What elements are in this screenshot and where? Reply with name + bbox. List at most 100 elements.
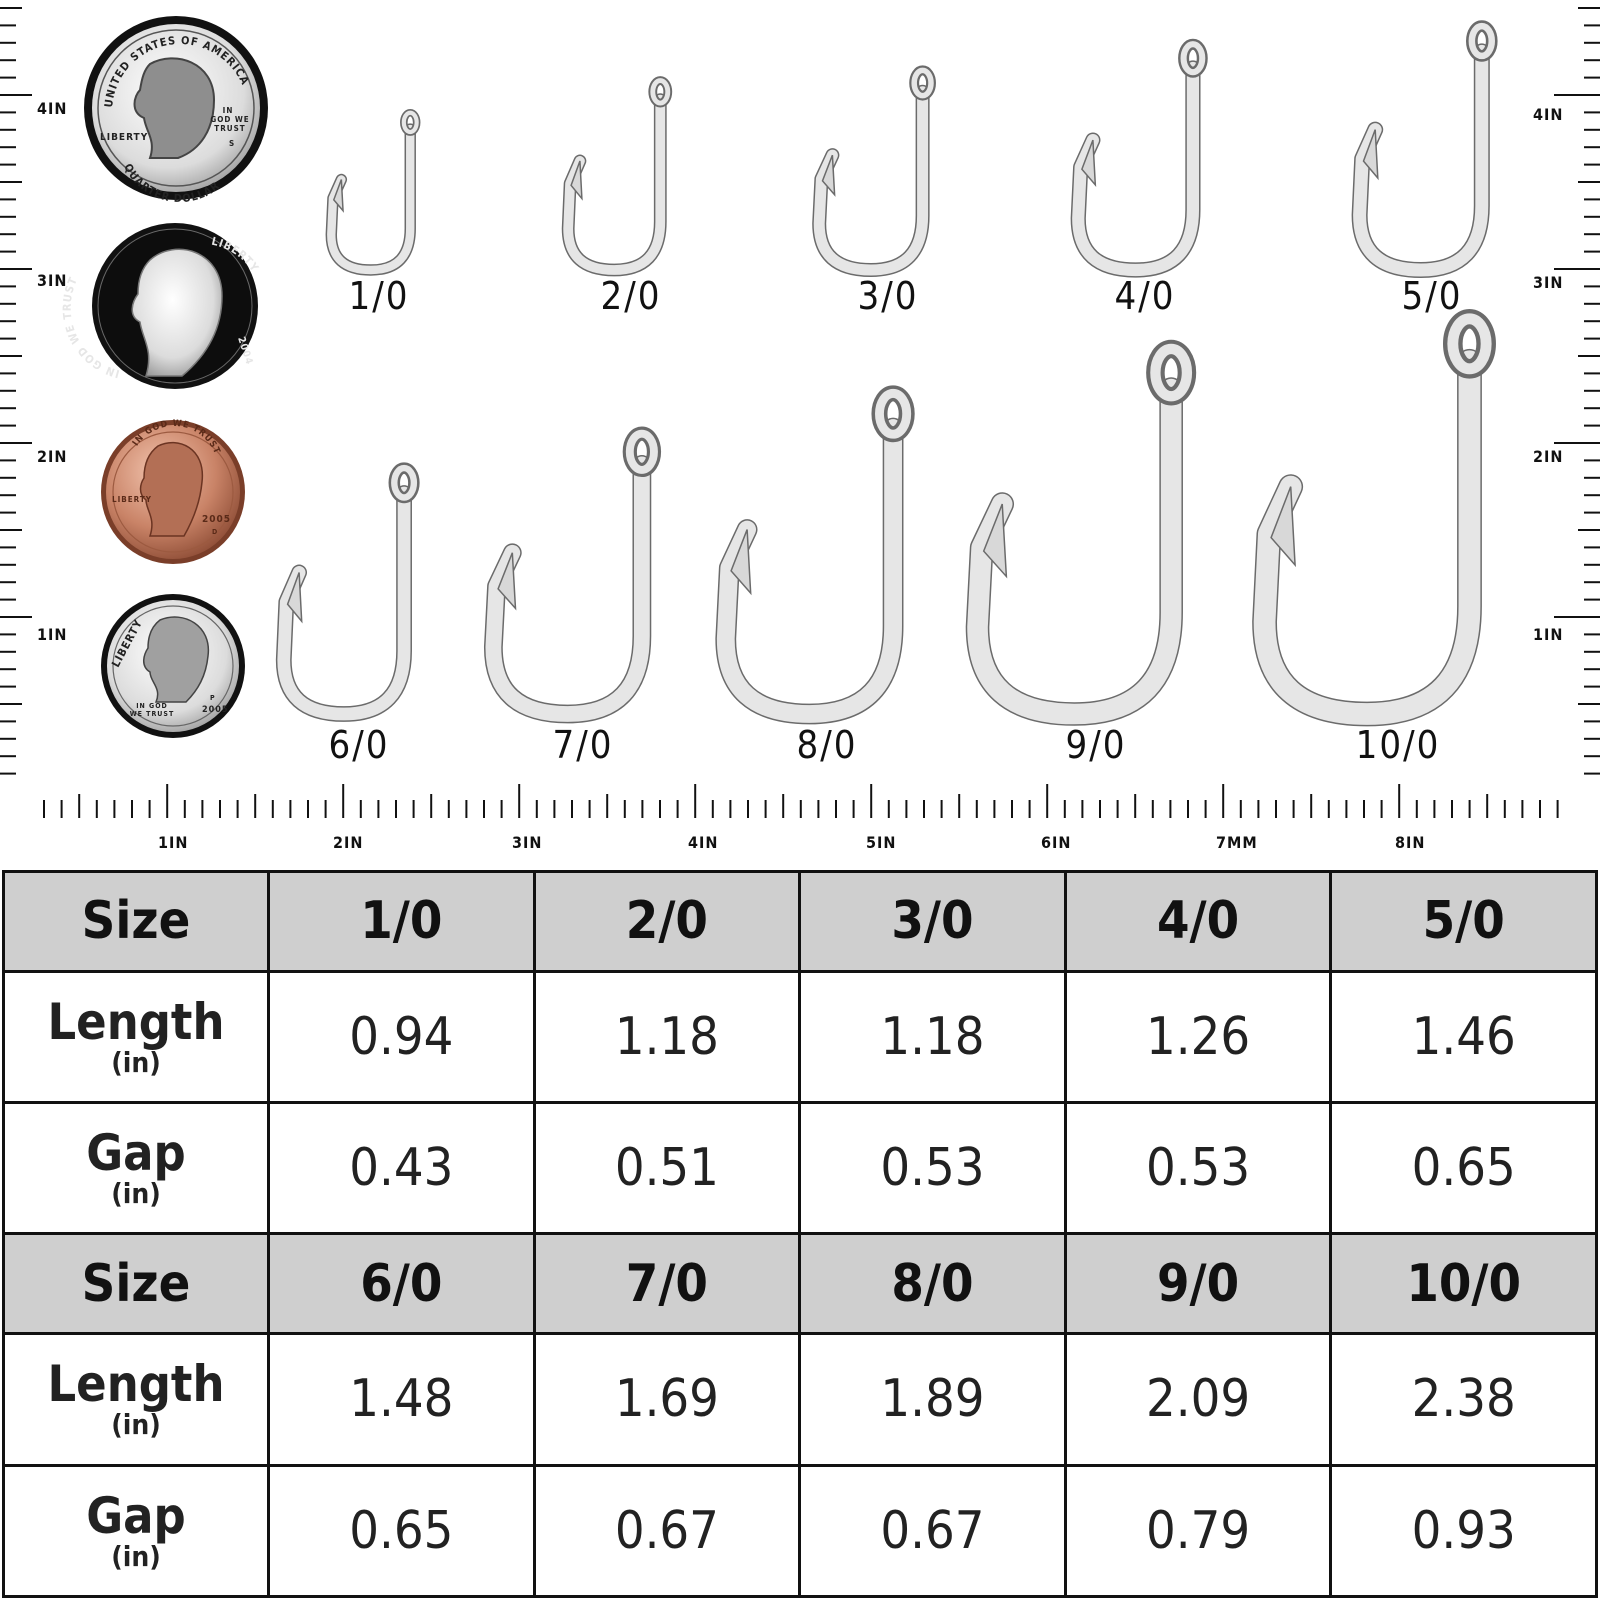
gap-header: Gap (in)	[2, 1101, 270, 1236]
right-ruler-label-1in: 1IN	[1533, 625, 1563, 644]
hook-eye-highlight	[1447, 313, 1492, 375]
penny-coin-image: IN GOD WE TRUST LIBERTY 2005 D	[101, 419, 245, 564]
hook-label: 6/0	[328, 723, 389, 767]
hook-label: 8/0	[796, 723, 857, 767]
hook-barb	[821, 154, 836, 197]
hook-shank	[1353, 44, 1489, 277]
gap-row: Gap (in) 0.43 0.51 0.53 0.53 0.65	[2, 1101, 1598, 1236]
quarter-motto-line: IN	[223, 106, 234, 115]
hook-outline	[1252, 348, 1482, 727]
hook-eye-highlight	[650, 78, 671, 106]
gap-cell: 0.67	[532, 1463, 802, 1599]
hook-outline	[483, 455, 652, 724]
length-row: Length (in) 0.94 1.18 1.18 1.26 1.46	[2, 969, 1598, 1105]
size-header: Size	[2, 1232, 270, 1336]
size-cell: 1/0	[267, 870, 536, 973]
size-cell: 3/0	[798, 870, 1067, 973]
penny-mint-mark: D	[212, 528, 218, 536]
bottom-ruler-label: 2IN	[333, 833, 363, 852]
hook-barb	[332, 179, 344, 213]
dime-mint-mark: P	[210, 694, 216, 702]
quarter-motto-line: TRUST	[214, 124, 245, 133]
dime-motto-line: IN GOD	[136, 702, 168, 710]
unit-label: (in)	[111, 1177, 161, 1211]
penny-liberty-text: LIBERTY	[112, 495, 152, 504]
hook-eye-highlight	[1150, 343, 1193, 402]
quarter-coin-image: UNITED STATES OF AMERICA QUARTER DOLLAR …	[84, 16, 268, 205]
left-ruler-label-3in: 3IN	[37, 271, 67, 290]
hook-eye-highlight	[401, 110, 419, 135]
gap-row: Gap (in) 0.65 0.67 0.67 0.79 0.93	[2, 1463, 1598, 1599]
hook-image	[715, 385, 915, 725]
hook-barb	[982, 503, 1008, 579]
hook-image	[812, 65, 936, 277]
size-cell: 9/0	[1063, 1232, 1333, 1336]
length-cell: 2.09	[1063, 1332, 1333, 1467]
right-ruler-label-4in: 4IN	[1533, 105, 1563, 124]
hook-barb	[730, 529, 752, 596]
hook-outline	[812, 84, 930, 277]
hook-label: 9/0	[1065, 723, 1126, 767]
nickel-coin-image: IN GOD WE TRUST LIBERTY 2004	[61, 223, 261, 389]
gap-label: Gap	[86, 1124, 186, 1183]
hook-image	[1351, 20, 1498, 278]
gap-header: Gap (in)	[2, 1463, 270, 1599]
length-cell: 2.38	[1329, 1332, 1598, 1467]
hook-shank	[716, 419, 902, 723]
length-header: Length (in)	[2, 969, 270, 1105]
hook-outline	[715, 417, 904, 725]
hook-eye-highlight	[391, 464, 418, 501]
hook-label: 3/0	[857, 274, 918, 318]
gap-label: Gap	[86, 1486, 186, 1545]
dime-motto-line: WE TRUST	[130, 710, 175, 718]
quarter-motto-line: GOD WE	[210, 115, 249, 124]
horizontal-ruler-ticks	[43, 784, 1559, 818]
hook-outline	[561, 93, 667, 277]
gap-cell: 0.67	[798, 1463, 1067, 1599]
dime-coin-image: LIBERTY IN GOD WE TRUST 2005 P	[101, 594, 245, 738]
hook-shank	[563, 94, 666, 275]
length-cell: 1.48	[267, 1332, 536, 1467]
hook-size-table: Size 1/0 2/0 3/0 4/0 5/0 Length (in) 0.9…	[2, 870, 1598, 1599]
bottom-ruler-label: 3IN	[512, 833, 542, 852]
hook-outline	[275, 485, 412, 722]
bottom-ruler-label: 8IN	[1395, 833, 1425, 852]
bottom-ruler-label: 7MM	[1216, 833, 1258, 852]
right-ruler-label-2in: 2IN	[1533, 447, 1563, 466]
hook-image	[275, 462, 420, 722]
dime-year: 2005	[202, 705, 229, 715]
hook-image	[1252, 308, 1496, 727]
size-cell: 4/0	[1063, 870, 1333, 973]
unit-label: (in)	[111, 1408, 161, 1442]
size-row: Size 6/0 7/0 8/0 9/0 10/0	[2, 1232, 1598, 1336]
hook-eye-highlight	[1468, 22, 1495, 60]
length-cell: 1.69	[532, 1332, 802, 1467]
hook-shank	[327, 124, 415, 275]
right-ruler-label-3in: 3IN	[1533, 273, 1563, 292]
gap-cell: 0.65	[1329, 1101, 1598, 1236]
size-cell: 7/0	[532, 1232, 802, 1336]
hook-size-scene: 4IN 3IN 2IN 1IN 4IN 3IN 2IN 1IN 1IN 2IN …	[0, 7, 1600, 852]
hook-eye-highlight	[875, 388, 912, 439]
hook-label: 4/0	[1114, 274, 1175, 318]
size-cell: 10/0	[1329, 1232, 1598, 1336]
gap-cell: 0.79	[1063, 1463, 1333, 1599]
hook-shank	[813, 86, 929, 276]
length-cell: 1.46	[1329, 969, 1598, 1105]
hook-size-labels: 1/0 2/0 3/0 4/0 5/0 6/0 7/0 8/0 9/0 10/0	[328, 274, 1460, 767]
hook-barb	[497, 552, 517, 611]
length-cell: 1.18	[798, 969, 1067, 1105]
gap-cell: 0.65	[267, 1463, 536, 1599]
size-cell: 5/0	[1329, 870, 1598, 973]
gap-cell: 0.53	[798, 1101, 1067, 1236]
length-label: Length	[47, 1355, 225, 1414]
vertical-ruler-ticks	[0, 7, 1600, 775]
length-header: Length (in)	[2, 1332, 270, 1467]
left-ruler-label-4in: 4IN	[37, 99, 67, 118]
penny-year: 2005	[202, 514, 231, 525]
hook-barb	[1270, 486, 1296, 568]
size-header: Size	[2, 870, 270, 973]
bottom-ruler-label: 4IN	[688, 833, 718, 852]
unit-label: (in)	[111, 1045, 161, 1079]
gap-cell: 0.93	[1329, 1463, 1598, 1599]
